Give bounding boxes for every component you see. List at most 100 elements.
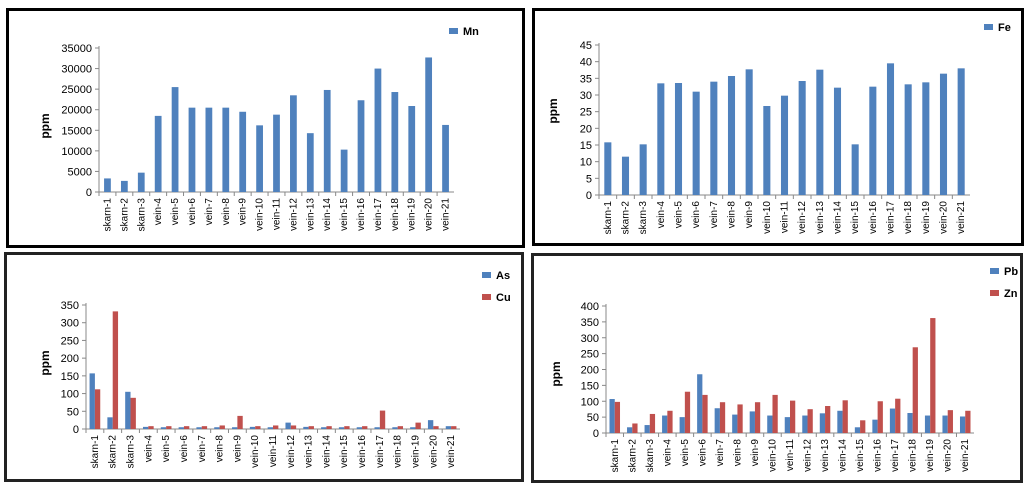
- bar-pb-vein-8: [732, 414, 738, 433]
- x-tick-label: vein-16: [357, 435, 368, 468]
- x-tick-label: skarn-3: [638, 201, 649, 235]
- x-tick-label: vein-21: [446, 435, 457, 468]
- y-tick-label: 50: [587, 412, 599, 424]
- bar-zn-vein-7: [719, 402, 726, 433]
- bar-as-skarn-3: [125, 391, 131, 429]
- x-tick-label: vein-18: [908, 439, 919, 472]
- bar-mn-vein-5: [171, 87, 179, 192]
- bar-fe-skarn-1: [604, 142, 612, 195]
- fe-chart: 0 5 10 15 20 25 30 35 40 45 skarn-1 skarn-2 skarn-3 v…: [546, 22, 1011, 235]
- bar-mn-skarn-2: [120, 180, 128, 192]
- y-tick-label: 0: [73, 424, 79, 436]
- bar-mn-vein-4: [154, 115, 162, 192]
- bar-as-vein-21: [445, 426, 452, 429]
- bar-fe-vein-4: [657, 83, 665, 195]
- y-tick-label: 100: [61, 389, 79, 401]
- y-tick-label: 25: [580, 107, 592, 119]
- x-tick-label: vein-17: [373, 198, 384, 231]
- bar-pb-skarn-2: [627, 427, 633, 433]
- x-tick-label: vein-10: [250, 435, 261, 468]
- bar-zn-skarn-2: [632, 423, 638, 433]
- x-tick-label: vein-18: [903, 201, 914, 234]
- bar-pb-vein-6: [697, 374, 703, 433]
- x-tick-label: vein-20: [943, 439, 954, 472]
- bar-pb-skarn-1: [609, 399, 615, 433]
- x-tick-label: vein-9: [232, 435, 243, 463]
- legend-label-fe: Fe: [998, 22, 1011, 34]
- x-tick-label: skarn-1: [603, 201, 614, 235]
- bar-cu-vein-18: [397, 426, 404, 429]
- x-tick-label: vein-10: [767, 439, 778, 472]
- bar-fe-vein-10: [763, 106, 771, 195]
- bar-zn-skarn-1: [614, 401, 621, 433]
- bar-pb-vein-7: [714, 408, 720, 433]
- bar-zn-vein-13: [825, 406, 831, 433]
- y-tick-label: 0: [593, 428, 599, 440]
- legend-label-as: As: [496, 270, 510, 282]
- bar-as-vein-5: [160, 427, 167, 429]
- bar-fe-vein-18: [904, 84, 912, 195]
- bar-fe-vein-15: [851, 144, 859, 195]
- x-tick-label: vein-17: [890, 439, 901, 472]
- legend-swatch-cu: [482, 294, 491, 300]
- y-tick-label: 0: [86, 187, 92, 199]
- bar-pb-vein-20: [942, 415, 948, 433]
- bar-cu-vein-20: [433, 426, 439, 429]
- x-tick-label: skarn-2: [108, 435, 119, 469]
- x-tick-label: skarn-3: [645, 439, 656, 473]
- y-tick-label: 350: [61, 300, 79, 312]
- y-tick-label: 45: [580, 40, 592, 52]
- bar-cu-vein-16: [362, 426, 368, 429]
- x-tick-label: vein-7: [709, 201, 720, 229]
- bar-fe-vein-11: [780, 95, 789, 195]
- x-tick-label: vein-4: [143, 435, 154, 463]
- x-tick-label: vein-15: [339, 435, 350, 468]
- bar-pb-vein-16: [872, 419, 878, 433]
- y-tick-label: 300: [61, 318, 79, 330]
- x-tick-label: vein-11: [785, 439, 796, 471]
- bar-zn-vein-6: [702, 394, 708, 433]
- y-tick-label: 30: [580, 90, 592, 102]
- bar-zn-vein-21: [965, 410, 971, 433]
- bar-mn-vein-11: [273, 114, 280, 192]
- bar-mn-vein-10: [256, 125, 263, 192]
- x-tick-label: vein-15: [339, 198, 350, 231]
- bar-mn-vein-14: [323, 89, 331, 192]
- bar-cu-vein-13: [308, 426, 314, 429]
- x-tick-label: vein-14: [322, 198, 333, 231]
- x-tick-label: vein-12: [288, 198, 299, 231]
- y-tick-label: 15000: [61, 125, 92, 137]
- bar-cu-vein-12: [290, 425, 297, 429]
- y-tick-label: 150: [61, 371, 79, 383]
- bar-zn-vein-16: [877, 401, 883, 433]
- bar-as-vein-9: [232, 427, 238, 429]
- x-tick-label: vein-7: [715, 439, 726, 467]
- x-tick-label: vein-20: [939, 201, 950, 234]
- bar-fe-vein-17: [886, 63, 895, 196]
- x-tick-label: vein-10: [762, 201, 773, 234]
- bar-as-vein-7: [196, 427, 202, 429]
- x-tick-label: vein-9: [744, 201, 755, 229]
- x-tick-label: vein-14: [833, 201, 844, 234]
- bar-mn-vein-6: [188, 107, 196, 192]
- x-tick-label: vein-21: [956, 201, 967, 234]
- x-tick-label: vein-16: [868, 201, 879, 234]
- bar-fe-vein-5: [674, 83, 683, 195]
- bar-mn-skarn-3: [137, 172, 145, 192]
- bar-pb-vein-13: [819, 413, 826, 433]
- x-tick-label: vein-9: [238, 198, 249, 226]
- bar-as-vein-19: [410, 427, 416, 429]
- bar-pb-vein-19: [924, 415, 931, 433]
- bar-pb-vein-12: [802, 415, 808, 433]
- mn-chart-panel: 0 5000 10000 15000 20000 25000 30000 35000 skarn…: [6, 8, 525, 248]
- x-tick-label: vein-14: [321, 435, 332, 468]
- bar-fe-vein-6: [692, 91, 700, 195]
- bar-pb-vein-4: [662, 415, 668, 433]
- y-tick-label: 35000: [61, 43, 92, 55]
- bar-zn-vein-10: [772, 394, 778, 433]
- y-tick-label: 100: [581, 396, 599, 408]
- bar-mn-vein-13: [306, 133, 314, 192]
- x-tick-label: vein-19: [410, 435, 421, 468]
- bar-pb-vein-10: [767, 415, 773, 433]
- y-tick-label: 250: [61, 335, 79, 347]
